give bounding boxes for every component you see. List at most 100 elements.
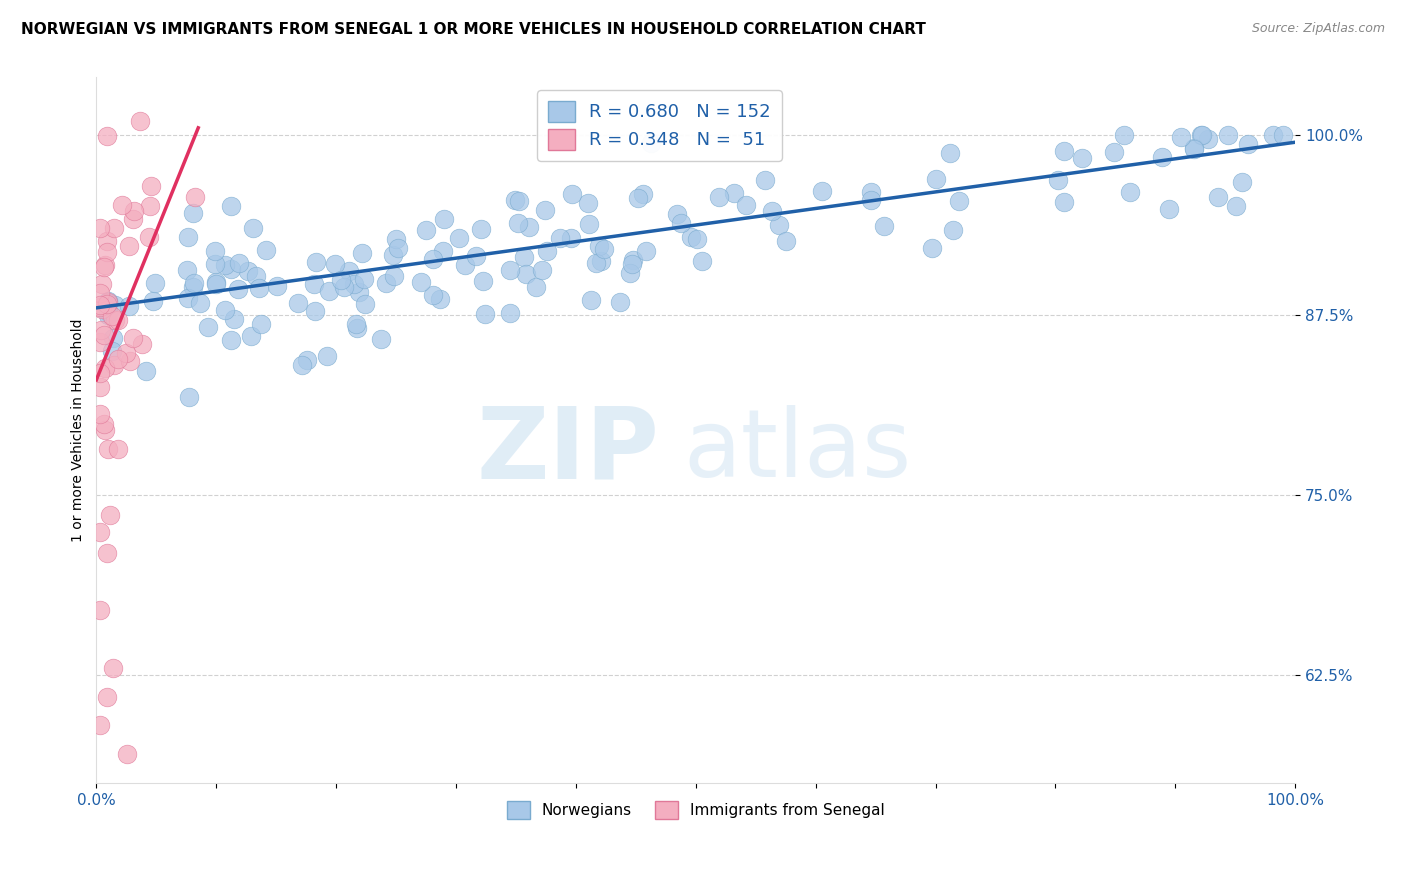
Point <box>775 234 797 248</box>
Point <box>942 222 965 236</box>
Point <box>100 309 122 323</box>
Point <box>1170 129 1192 144</box>
Point <box>449 231 471 245</box>
Point <box>254 244 277 258</box>
Point <box>97 309 120 323</box>
Point <box>93 417 115 431</box>
Point <box>107 313 129 327</box>
Point <box>139 199 162 213</box>
Point <box>939 145 962 160</box>
Point <box>1182 141 1205 155</box>
Point <box>93 260 115 275</box>
Point <box>115 747 138 762</box>
Point <box>128 113 150 128</box>
Point <box>98 508 121 522</box>
Point <box>534 202 557 217</box>
Point <box>470 222 492 236</box>
Point <box>118 239 141 253</box>
Point <box>342 277 364 292</box>
Point <box>143 276 166 290</box>
Point <box>1159 202 1181 216</box>
Point <box>1053 144 1076 158</box>
Point <box>344 317 367 331</box>
Point <box>1208 190 1230 204</box>
Point <box>508 194 530 208</box>
Point <box>141 179 163 194</box>
Point <box>387 241 409 255</box>
Point <box>433 211 456 226</box>
Point <box>205 277 228 291</box>
Point <box>177 291 200 305</box>
Point <box>536 244 558 259</box>
Point <box>1053 195 1076 210</box>
Point <box>754 173 776 187</box>
Point <box>499 306 522 320</box>
Point <box>619 266 641 280</box>
Point <box>531 263 554 277</box>
Point <box>226 282 249 296</box>
Point <box>627 191 650 205</box>
Point <box>103 358 125 372</box>
Text: NORWEGIAN VS IMMIGRANTS FROM SENEGAL 1 OR MORE VEHICLES IN HOUSEHOLD CORRELATION: NORWEGIAN VS IMMIGRANTS FROM SENEGAL 1 O… <box>21 22 927 37</box>
Point <box>925 172 948 186</box>
Point <box>513 250 536 264</box>
Point <box>422 252 444 267</box>
Point <box>515 267 537 281</box>
Point <box>96 245 118 260</box>
Point <box>1047 172 1070 186</box>
Point <box>347 285 370 299</box>
Point <box>346 321 368 335</box>
Point <box>526 279 548 293</box>
Point <box>118 354 141 368</box>
Point <box>1197 131 1219 145</box>
Point <box>375 277 398 291</box>
Point <box>422 288 444 302</box>
Point <box>318 284 340 298</box>
Point <box>101 331 124 345</box>
Point <box>353 272 375 286</box>
Point <box>238 264 260 278</box>
Point <box>621 252 644 267</box>
Point <box>709 190 731 204</box>
Point <box>295 352 318 367</box>
Point <box>560 230 582 244</box>
Point <box>96 128 118 143</box>
Point <box>948 194 970 208</box>
Point <box>1189 128 1212 142</box>
Point <box>197 320 219 334</box>
Point <box>111 198 134 212</box>
Point <box>548 231 571 245</box>
Point <box>316 349 339 363</box>
Point <box>1237 136 1260 151</box>
Point <box>131 337 153 351</box>
Point <box>305 255 328 269</box>
Point <box>506 216 529 230</box>
Point <box>304 303 326 318</box>
Point <box>89 366 111 380</box>
Point <box>94 258 117 272</box>
Point <box>761 203 783 218</box>
Point <box>454 258 477 272</box>
Point <box>181 206 204 220</box>
Point <box>115 346 138 360</box>
Point <box>1225 199 1247 213</box>
Point <box>96 234 118 248</box>
Point <box>1152 151 1174 165</box>
Point <box>204 257 226 271</box>
Point <box>810 184 832 198</box>
Point <box>89 524 111 539</box>
Point <box>121 331 143 345</box>
Point <box>1191 128 1213 142</box>
Point <box>181 280 204 294</box>
Point <box>631 186 654 201</box>
Point <box>214 258 236 272</box>
Point <box>679 229 702 244</box>
Point <box>1071 151 1094 165</box>
Point <box>768 218 790 232</box>
Point <box>104 313 127 327</box>
Point <box>1261 128 1284 142</box>
Point <box>872 219 894 233</box>
Point <box>107 351 129 366</box>
Point <box>245 269 267 284</box>
Point <box>97 305 120 319</box>
